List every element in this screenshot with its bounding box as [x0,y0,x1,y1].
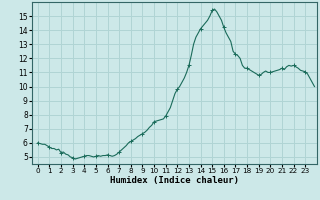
X-axis label: Humidex (Indice chaleur): Humidex (Indice chaleur) [110,176,239,185]
